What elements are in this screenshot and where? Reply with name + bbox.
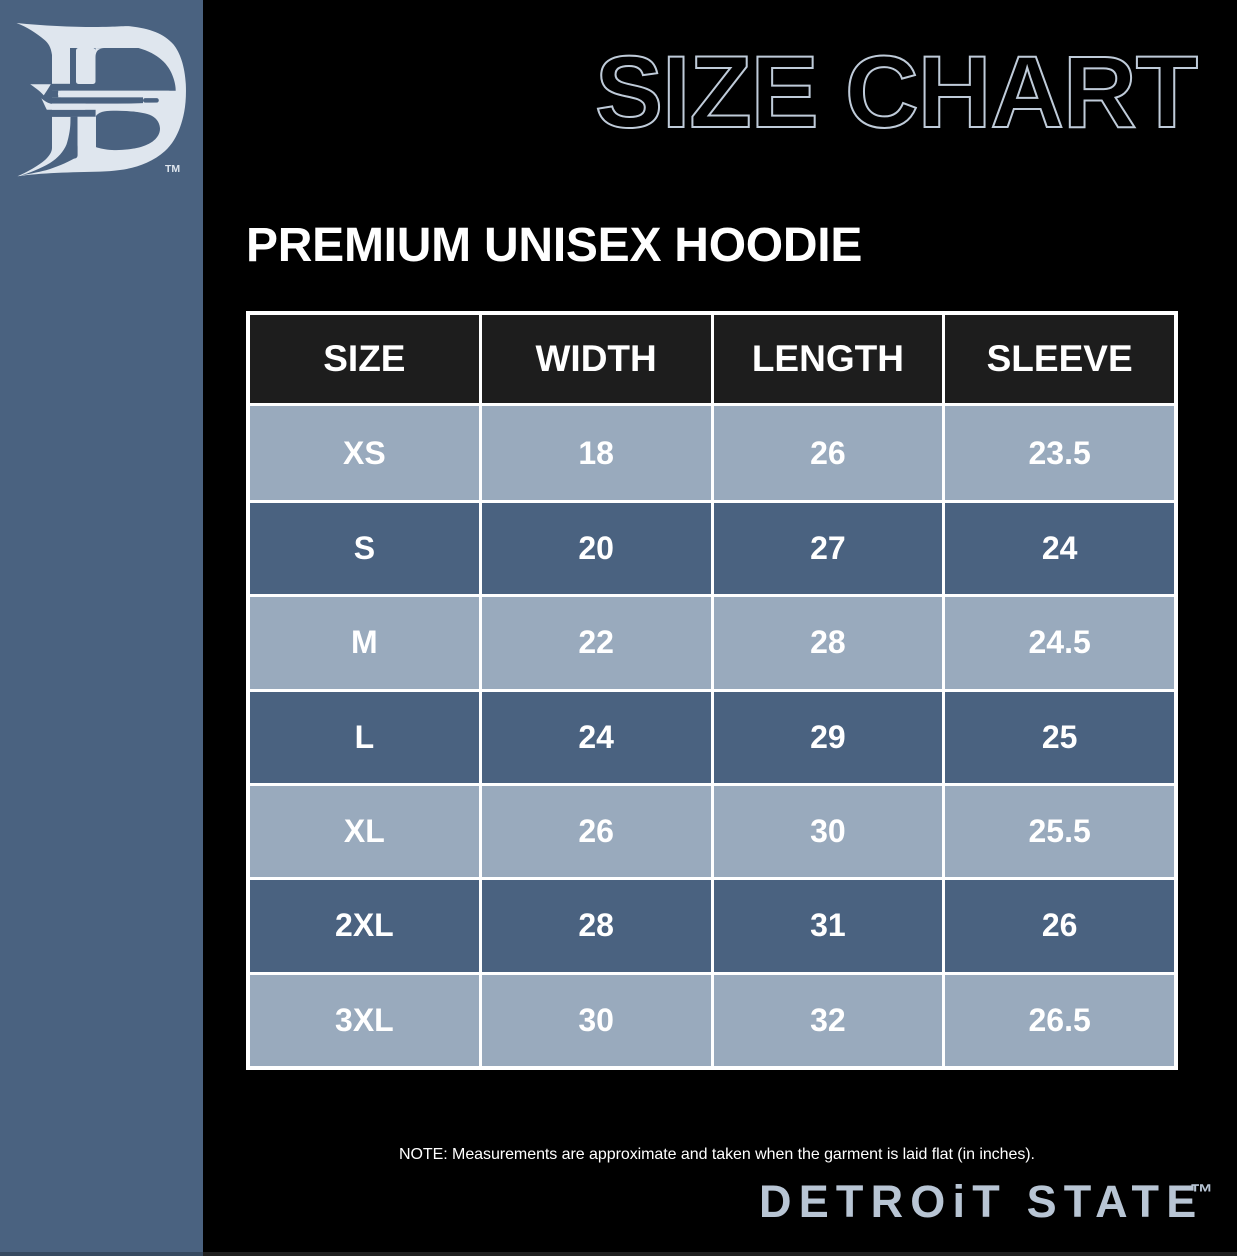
svg-text:TM: TM	[165, 163, 180, 175]
